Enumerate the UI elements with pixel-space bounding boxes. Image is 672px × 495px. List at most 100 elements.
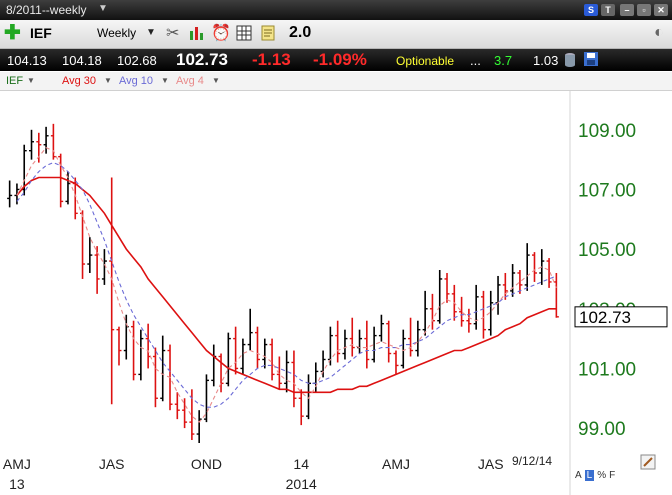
- bar-chart-icon[interactable]: [189, 25, 205, 41]
- scale-l[interactable]: L: [584, 470, 595, 481]
- scale-options: A L% F: [575, 470, 615, 481]
- alarm-clock-icon[interactable]: ⏰: [211, 25, 231, 42]
- quote-high: 104.18: [62, 53, 102, 68]
- last-price-marker: 102.73: [574, 306, 668, 328]
- ohlc-bar: [378, 314, 384, 342]
- scale-pct[interactable]: %: [597, 470, 607, 481]
- legend-ief-dropdown-icon[interactable]: ▼: [27, 76, 35, 85]
- x-tick-sublabel: 2014: [286, 476, 317, 492]
- y-tick-label: 107.00: [578, 180, 636, 201]
- legend-avg4[interactable]: Avg 4: [176, 75, 204, 87]
- window-title: 8/2011--weekly: [6, 3, 87, 17]
- legend-avg30-dropdown-icon[interactable]: ▼: [104, 76, 112, 85]
- notes-icon[interactable]: [260, 25, 276, 41]
- ohlc-bar: [313, 362, 319, 393]
- legend-avg4-dropdown-icon[interactable]: ▼: [212, 76, 220, 85]
- legend-avg10[interactable]: Avg 10: [119, 75, 154, 87]
- chart-toolbar: ✚ IEF Weekly ▼ ✂ ⏰ 2.0 ◐: [0, 20, 672, 49]
- ohlc-bar: [218, 353, 224, 393]
- ohlc-bar: [349, 317, 355, 357]
- ohlc-bar: [284, 350, 290, 393]
- ohlc-bar: [58, 153, 64, 208]
- minimize-icon[interactable]: –: [620, 4, 634, 16]
- quote-change-pct: -1.09%: [313, 50, 367, 69]
- ohlc-bar: [43, 126, 49, 154]
- legend-ief[interactable]: IEF: [6, 75, 24, 87]
- ohlc-bar: [415, 320, 421, 357]
- ohlc-bar: [138, 329, 144, 381]
- ohlc-bar: [50, 123, 56, 160]
- symbol-field[interactable]: IEF: [30, 25, 52, 41]
- date-label: 9/12/14: [512, 454, 552, 468]
- scan-icon[interactable]: S: [584, 4, 598, 16]
- ohlc-bar: [342, 329, 348, 360]
- ohlc-bar: [36, 132, 42, 163]
- ohlc-bar: [174, 392, 180, 420]
- ohlc-bar: [160, 335, 166, 402]
- y-tick-label: 109.00: [578, 121, 636, 142]
- ohlc-bar: [211, 344, 217, 387]
- x-tick-label: JAS: [478, 456, 504, 472]
- ohlc-bar: [531, 252, 537, 282]
- ohlc-bar: [546, 258, 552, 288]
- scale-a[interactable]: A: [575, 470, 582, 481]
- title-bar: 8/2011--weekly ▼ S T – ▫ ✕: [0, 0, 672, 20]
- zoom-value[interactable]: 2.0: [289, 24, 312, 41]
- ohlc-bar: [488, 290, 494, 336]
- ohlc-bar: [466, 308, 472, 333]
- ohlc-bar: [240, 338, 246, 375]
- legend-avg30[interactable]: Avg 30: [62, 75, 97, 87]
- ohlc-bar: [7, 180, 13, 208]
- palette-icon[interactable]: ◐: [654, 24, 664, 41]
- ohlc-bar: [276, 356, 282, 390]
- optionable-label[interactable]: Optionable: [396, 54, 455, 68]
- pencil-icon[interactable]: [640, 454, 656, 470]
- last-price-label: 102.73: [579, 308, 631, 327]
- ohlc-bar: [422, 290, 428, 336]
- ohlc-bar: [87, 237, 93, 273]
- ohlc-bar: [298, 389, 304, 426]
- restore-icon[interactable]: ▫: [637, 4, 651, 16]
- ohlc-bar: [502, 272, 508, 300]
- ohlc-bar: [553, 272, 559, 318]
- add-symbol-icon[interactable]: ✚: [4, 22, 21, 44]
- x-tick-label: AMJ: [382, 456, 410, 472]
- quote-change: -1.13: [252, 50, 291, 69]
- quote-ellipsis: ...: [470, 53, 481, 68]
- ohlc-bar: [517, 270, 523, 294]
- database-icon[interactable]: [563, 52, 577, 68]
- close-icon[interactable]: ✕: [654, 4, 668, 16]
- ohlc-bar: [101, 249, 107, 285]
- series-line-avg-10: [16, 162, 557, 408]
- text-icon[interactable]: T: [601, 4, 615, 16]
- scale-f[interactable]: F: [609, 470, 616, 481]
- y-tick-label: 101.00: [578, 359, 636, 380]
- x-tick-label: OND: [191, 456, 222, 472]
- ohlc-bar: [182, 398, 188, 429]
- ohlc-bar: [269, 338, 275, 381]
- ohlc-bar: [524, 243, 530, 291]
- ohlc-bar: [225, 332, 231, 387]
- ohlc-bar: [254, 326, 260, 369]
- quote-stat1: 3.7: [494, 53, 513, 68]
- x-tick-label: JAS: [99, 456, 125, 472]
- ohlc-bar: [444, 272, 450, 303]
- ohlc-bar: [152, 347, 158, 408]
- grid-calc-icon[interactable]: [236, 25, 252, 41]
- ohlc-bar: [400, 329, 406, 369]
- moving-average-lines: [16, 147, 557, 423]
- save-icon[interactable]: [584, 52, 598, 68]
- title-dropdown-icon[interactable]: ▼: [98, 3, 108, 14]
- quote-bar: 104.13 104.18 102.68 102.73 -1.13 -1.09%…: [0, 49, 672, 71]
- period-dropdown-icon[interactable]: ▼: [146, 27, 156, 38]
- tools-icon[interactable]: ✂: [166, 25, 180, 42]
- ohlc-bar: [80, 210, 86, 279]
- legend-avg10-dropdown-icon[interactable]: ▼: [161, 76, 169, 85]
- ohlc-bar: [196, 410, 202, 443]
- ohlc-bar: [437, 270, 443, 324]
- ohlc-bar: [335, 320, 341, 363]
- period-select[interactable]: Weekly: [97, 26, 137, 40]
- ohlc-bar: [386, 320, 392, 363]
